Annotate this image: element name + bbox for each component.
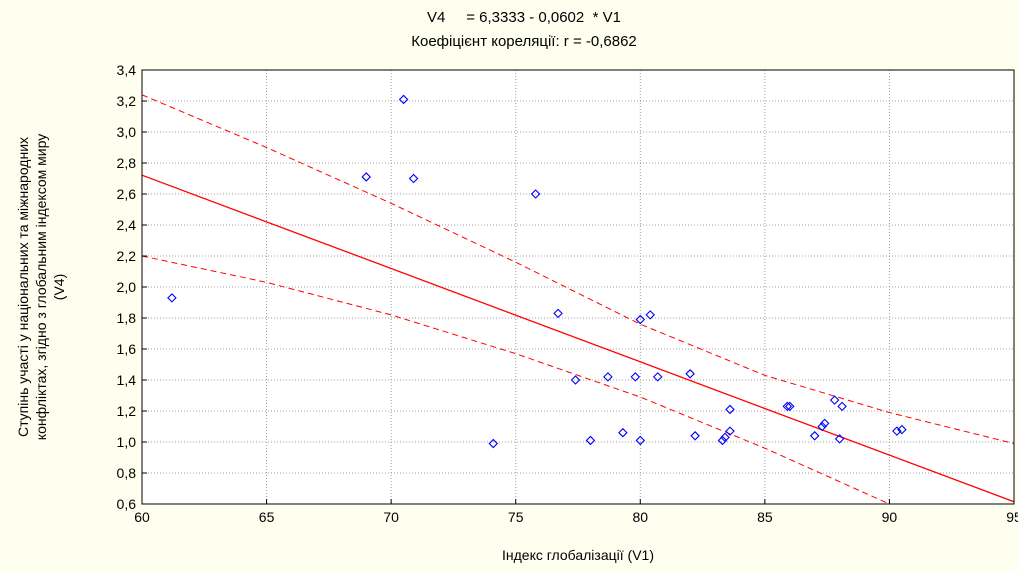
x-tick-label: 95 <box>1006 509 1018 525</box>
x-tick-label: 60 <box>134 509 150 525</box>
data-point <box>635 435 646 446</box>
y-tick-label: 1,8 <box>117 310 137 326</box>
data-point <box>635 314 646 325</box>
data-point <box>717 435 728 446</box>
y-tick-label: 2,0 <box>117 279 137 295</box>
data-point <box>530 189 541 199</box>
data-points <box>167 94 907 449</box>
grid <box>142 70 1014 504</box>
data-point <box>408 173 419 184</box>
data-point <box>829 395 840 405</box>
y-axis-ticks: 0,6 0,8 1,0 1,2 1,4 1,6 1,8 2,0 2,2 2,4 2,6 2,8 3,0 3… <box>117 62 147 512</box>
data-point <box>892 426 902 436</box>
y-axis-label: Ступінь участі у національних та міжнаро… <box>15 134 67 440</box>
data-point <box>167 293 177 303</box>
data-point <box>630 372 641 382</box>
data-point <box>720 432 730 443</box>
data-point <box>819 418 830 429</box>
y-tick-label: 1,0 <box>117 434 137 450</box>
data-point <box>618 427 628 438</box>
x-axis-ticks: 60 65 70 75 80 85 90 95 <box>134 499 1018 525</box>
y-tick-label: 2,8 <box>117 155 137 171</box>
data-point <box>834 434 845 444</box>
data-point <box>488 438 499 449</box>
x-tick-label: 65 <box>259 509 275 525</box>
confidence-band <box>142 94 1014 504</box>
data-point <box>685 369 695 379</box>
data-point <box>837 401 847 412</box>
y-axis-label-line-1: Ступінь участі у національних та міжнаро… <box>15 137 31 437</box>
confidence-upper-line <box>142 94 1014 445</box>
chart-title: V4 = 6,3333 - 0,0602 * V1 <box>427 9 621 26</box>
y-tick-label: 0,8 <box>117 465 137 481</box>
y-tick-label: 3,0 <box>117 124 137 140</box>
data-point <box>809 431 820 441</box>
x-tick-label: 85 <box>757 509 773 525</box>
data-point <box>897 424 907 435</box>
data-point <box>585 435 596 446</box>
y-tick-label: 3,2 <box>117 93 137 109</box>
x-tick-label: 80 <box>632 509 648 525</box>
y-tick-label: 1,6 <box>117 341 137 357</box>
x-tick-label: 75 <box>508 509 524 525</box>
y-axis-label-line-3: (V4) <box>51 274 67 300</box>
data-point <box>361 172 372 182</box>
data-point <box>570 375 581 385</box>
data-point <box>725 426 735 436</box>
data-point <box>398 94 409 105</box>
data-point <box>652 372 663 382</box>
y-tick-label: 1,2 <box>117 403 137 419</box>
regression-line <box>141 174 1015 503</box>
x-tick-label: 70 <box>383 509 399 525</box>
y-tick-label: 2,6 <box>117 186 137 202</box>
chart-subtitle: Коефіцієнт кореляції: r = -0,6862 <box>411 33 637 50</box>
data-point <box>784 401 795 412</box>
data-point <box>725 404 735 415</box>
y-tick-label: 1,4 <box>117 372 137 388</box>
regression-line-group <box>141 174 1015 503</box>
x-tick-label: 90 <box>882 509 898 525</box>
y-tick-label: 0,6 <box>117 496 137 512</box>
y-tick-label: 2,4 <box>117 217 137 233</box>
x-axis-label: Індекс глобалізації (V1) <box>502 547 654 563</box>
data-point <box>553 308 563 319</box>
confidence-lower-line <box>142 255 891 504</box>
data-point <box>817 421 827 432</box>
data-point <box>690 431 700 441</box>
data-point <box>645 310 656 320</box>
y-tick-label: 3,4 <box>117 62 137 78</box>
y-tick-label: 2,2 <box>117 248 137 264</box>
data-point <box>782 401 793 412</box>
y-axis-label-line-2: конфліктах, згідно з глобальним індексом… <box>33 134 49 440</box>
data-point <box>603 372 613 382</box>
